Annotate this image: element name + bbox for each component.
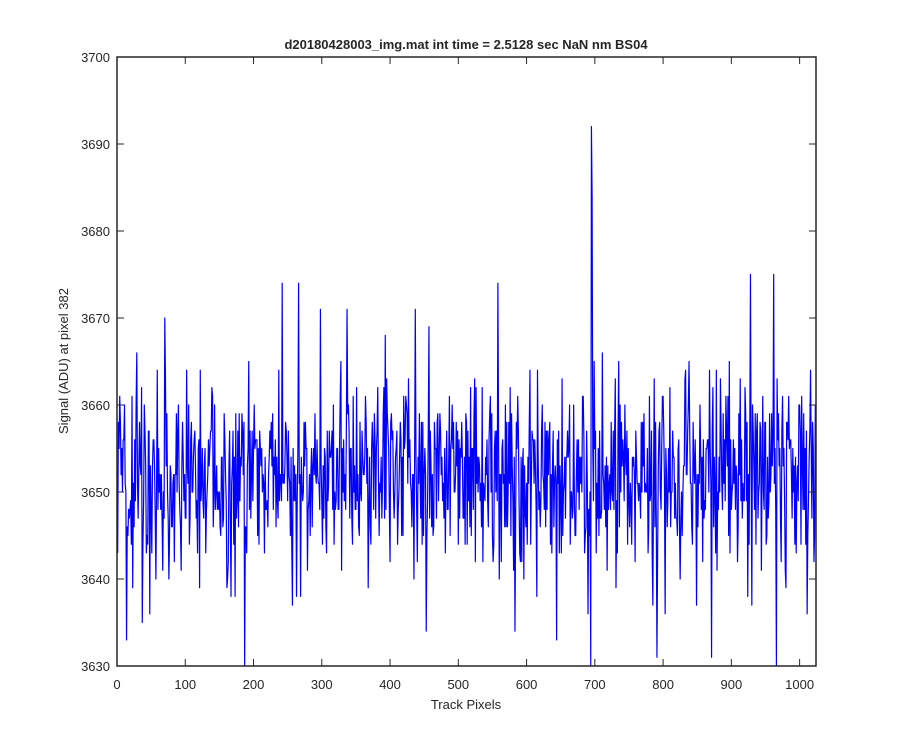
axes-box — [116, 56, 817, 667]
x-tick-label: 800 — [652, 677, 674, 692]
x-tick-label: 0 — [113, 677, 120, 692]
y-axis-ticks: 3630 3640 3650 3660 3670 3680 3690 3700 — [81, 50, 816, 674]
y-tick-label: 3700 — [81, 50, 110, 65]
x-tick-label: 900 — [721, 677, 743, 692]
y-tick-label: 3690 — [81, 137, 110, 152]
y-tick-label: 3670 — [81, 311, 110, 326]
y-tick-label: 3650 — [81, 485, 110, 500]
x-tick-label: 1000 — [785, 677, 814, 692]
data-series-line — [117, 126, 817, 667]
x-tick-label: 100 — [174, 677, 196, 692]
x-tick-label: 200 — [243, 677, 265, 692]
y-tick-label: 3660 — [81, 398, 110, 413]
chart-title: d20180428003_img.mat int time = 2.5128 s… — [284, 37, 648, 52]
x-tick-label: 600 — [516, 677, 538, 692]
axes-background — [117, 57, 816, 666]
x-tick-label: 400 — [379, 677, 401, 692]
x-tick-label: 300 — [311, 677, 333, 692]
y-tick-label: 3630 — [81, 659, 110, 674]
x-tick-label: 500 — [447, 677, 469, 692]
y-tick-label: 3640 — [81, 572, 110, 587]
x-tick-label: 700 — [584, 677, 606, 692]
x-axis-label: Track Pixels — [431, 697, 502, 712]
x-axis-ticks: 0 100 200 300 400 500 600 700 800 900 1000 — [113, 57, 814, 692]
y-tick-label: 3680 — [81, 224, 110, 239]
y-axis-label: Signal (ADU) at pixel 382 — [56, 288, 71, 434]
